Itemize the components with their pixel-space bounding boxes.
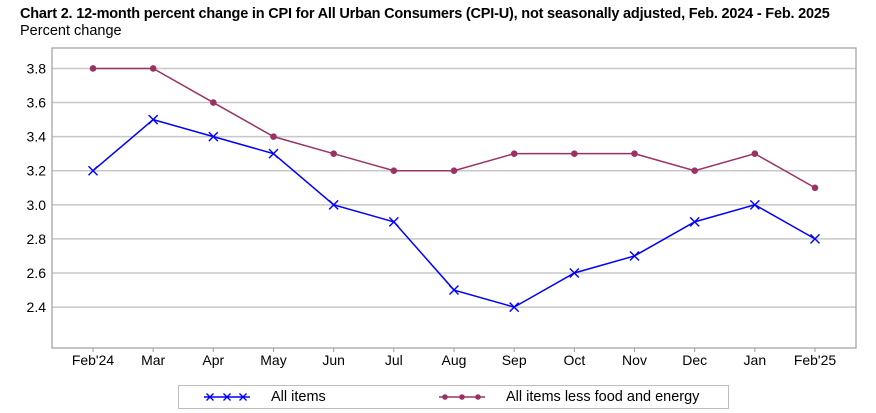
- x-tick-label: Feb'25: [794, 352, 837, 368]
- data-point-circle-marker: [89, 65, 97, 72]
- data-point-x-marker: [388, 216, 399, 227]
- y-tick-label: 3.8: [27, 60, 47, 76]
- data-point-x-marker: [749, 199, 760, 210]
- data-point-circle-marker: [459, 394, 465, 400]
- legend-marks: [204, 393, 485, 401]
- x-tick-label: Jul: [385, 352, 403, 368]
- data-point-circle-marker: [510, 150, 518, 157]
- data-point-circle-marker: [390, 167, 398, 175]
- chart-title: Chart 2. 12-month percent change in CPI …: [20, 6, 830, 22]
- plot-area-border: [51, 47, 857, 349]
- data-point-x-marker: [689, 216, 700, 227]
- data-point-x-marker: [239, 393, 247, 401]
- data-point-x-marker: [509, 302, 520, 313]
- x-tick-label: Apr: [202, 352, 224, 368]
- data-point-x-marker: [449, 285, 459, 296]
- x-tick-label: Dec: [682, 352, 707, 368]
- y-tick-label: 3.6: [27, 95, 47, 111]
- data-point-x-marker: [629, 250, 640, 261]
- data-point-x-marker: [148, 114, 159, 125]
- data-point-x-marker: [206, 393, 214, 401]
- data-point-circle-marker: [450, 167, 458, 175]
- data-point-circle-marker: [442, 394, 448, 400]
- data-point-x-marker: [328, 199, 339, 210]
- x-tick-label: Feb'24: [72, 352, 115, 368]
- data-point-x-marker: [208, 131, 219, 142]
- x-tick-label: Nov: [622, 352, 647, 368]
- series-line: [92, 118, 816, 308]
- series-all-items: [88, 114, 820, 313]
- y-axis-label: Percent change: [20, 23, 122, 39]
- y-tick-label: 3.0: [27, 197, 47, 213]
- data-point-x-marker: [223, 393, 231, 401]
- x-tick-label: Oct: [563, 352, 585, 368]
- data-point-circle-marker: [270, 133, 277, 140]
- y-tick-label: 2.4: [27, 299, 47, 315]
- data-point-x-marker: [88, 165, 98, 176]
- x-axis-ticks: Feb'24 Mar Apr May Jun Jul Aug Sep Oct Nov Dec Jan F…: [72, 348, 837, 368]
- y-axis-ticks: 3.8 3.6 3.4 3.2 3.0 2.8 2.6 2.4: [27, 60, 47, 315]
- data-point-circle-marker: [691, 167, 698, 175]
- legend: [178, 385, 729, 409]
- data-point-circle-marker: [571, 150, 578, 157]
- data-point-circle-marker: [475, 394, 481, 400]
- y-tick-label: 2.8: [27, 231, 47, 247]
- gridlines: [52, 67, 856, 308]
- x-tick-label: Jan: [744, 352, 767, 368]
- data-point-circle-marker: [149, 65, 157, 72]
- data-point-x-marker: [810, 233, 820, 244]
- x-tick-label: Mar: [141, 352, 165, 368]
- x-tick-label: Sep: [502, 352, 527, 368]
- y-tick-label: 3.4: [27, 129, 47, 145]
- data-point-circle-marker: [751, 150, 759, 157]
- series-core: [89, 65, 819, 192]
- legend-label-all-items: All items: [271, 389, 326, 405]
- data-point-circle-marker: [631, 150, 638, 157]
- data-point-circle-marker: [811, 184, 819, 192]
- y-tick-label: 3.2: [27, 163, 47, 179]
- legend-label-core: All items less food and energy: [506, 389, 700, 405]
- data-point-x-marker: [268, 148, 279, 159]
- y-tick-label: 2.6: [27, 265, 47, 281]
- series-group: [88, 65, 820, 313]
- data-point-x-marker: [569, 268, 580, 278]
- x-tick-label: Aug: [442, 352, 467, 368]
- x-tick-label: May: [260, 352, 286, 368]
- data-point-circle-marker: [330, 150, 337, 157]
- data-point-circle-marker: [210, 99, 217, 106]
- x-tick-label: Jun: [322, 352, 345, 368]
